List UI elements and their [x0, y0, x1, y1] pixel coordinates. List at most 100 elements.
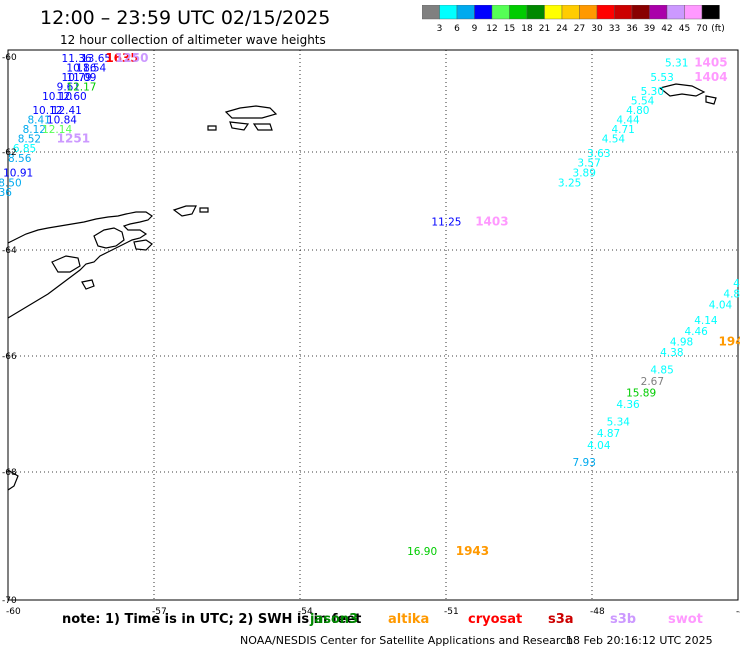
- wave-height-label: 4.36: [616, 399, 640, 411]
- wave-height-label: 4.85: [650, 364, 673, 376]
- longitude-tick-label: -51: [444, 607, 459, 617]
- satellite-cryosat: cryosat: [468, 612, 523, 627]
- south-orkney-island-coast: [658, 83, 706, 97]
- colorbar-tick-label: 24: [556, 24, 568, 34]
- latitude-tick-label: -64: [2, 246, 17, 256]
- wave-height-label: 10.79: [62, 72, 92, 84]
- satellite-altika: altika: [388, 612, 430, 627]
- pass-time-label: 1404: [694, 70, 727, 84]
- king-george-island-coast: [224, 105, 278, 119]
- longitude-tick-label: -48: [590, 607, 605, 617]
- wave-height-label: 10.91: [3, 168, 33, 180]
- latitude-tick-label: -68: [2, 468, 17, 478]
- elephant-island-coast: [229, 121, 250, 131]
- colorbar-tick-label: 27: [574, 24, 585, 34]
- colorbar-tick-label: 9: [472, 24, 478, 34]
- wave-height-label: 8.50: [0, 177, 22, 189]
- wave-height-label: 4.86: [723, 289, 740, 301]
- wave-height-label: 12.41: [52, 105, 82, 117]
- wave-height-label: 12.60: [57, 91, 87, 103]
- pass-time-label: 1405: [694, 56, 727, 70]
- wave-height-label: 4.14: [694, 315, 718, 327]
- wave-height-label: 2.67: [641, 376, 664, 388]
- joinville-island-coast: [93, 227, 125, 249]
- colorbar-tick-label: 45: [679, 24, 690, 34]
- wave-height-label: 11.54: [76, 62, 106, 74]
- colorbar-tick-label: 39: [644, 24, 656, 34]
- page-subtitle: 12 hour collection of altimeter wave hei…: [60, 33, 326, 47]
- latitude-tick-label: -70: [2, 596, 17, 606]
- wave-height-label: 8.56: [8, 153, 32, 165]
- colorbar-unit: (ft): [711, 24, 725, 34]
- latitude-tick-labels: -60 -62 -64 -66 -68 -70: [2, 53, 17, 606]
- wave-height-label: 11.09: [66, 72, 96, 84]
- wave-height-label: 4.80: [626, 105, 649, 117]
- wave-height-label: 5.53: [650, 72, 673, 84]
- wave-height-label: 6.85: [13, 143, 36, 155]
- longitude-tick-label: -57: [152, 607, 167, 617]
- pass-time-label: 1635: [105, 51, 138, 65]
- brabant-island-coast: [199, 207, 209, 213]
- satellite-s3b: s3b: [610, 612, 637, 627]
- colorbar-tick-label: 36: [626, 24, 638, 34]
- colorbar-tick-label: 33: [609, 24, 620, 34]
- wave-height-label: 4.38: [660, 347, 683, 359]
- wave-height-label: 12.17: [66, 81, 96, 93]
- wave-height-label: 4.87: [597, 428, 620, 440]
- wave-height-label: 5.54: [631, 96, 655, 108]
- graticule: [8, 50, 738, 600]
- satellite-s3a: s3a: [548, 612, 574, 627]
- wave-height-label: 13.65: [81, 53, 111, 65]
- credit-line: NOAA/NESDIS Center for Satellite Applica…: [240, 634, 574, 647]
- footer-note: note: 1) Time is in UTC; 2) SWH is in fe…: [62, 612, 362, 627]
- wave-height-label: 12.14: [42, 124, 72, 136]
- wave-height-label: 16.90: [407, 546, 437, 558]
- wave-height-label: 4.04: [709, 299, 733, 311]
- wave-height-labels: 11.3613.6510.8611.5410.7911.099.6112.171…: [0, 53, 740, 558]
- wave-height-label: 9.61: [57, 81, 80, 93]
- satellite-jason3: jason3: [310, 612, 359, 627]
- clarence-island-coast: [207, 125, 217, 131]
- wave-height-label: 10.12: [32, 105, 62, 117]
- wave-height-label: 5.30: [641, 86, 664, 98]
- colorbar-tick-label: 18: [521, 24, 533, 34]
- longitude-tick-label: -54: [298, 607, 313, 617]
- dundee-island-coast: [133, 239, 153, 251]
- seymour-island-coast: [81, 279, 95, 290]
- wave-height-label: 4.98: [670, 336, 693, 348]
- coastline: [7, 83, 717, 491]
- wave-height-label: 4.71: [611, 124, 634, 136]
- wave-height-label: 4.44: [616, 115, 640, 127]
- wave-height-label: 4.54: [602, 134, 626, 146]
- longitude-tick-labels: -60 -57 -54 -51 -48 -45: [6, 607, 740, 617]
- generated-timestamp: 18 Feb 20:16:12 UTC 2025: [566, 634, 713, 647]
- colorbar-tick-label: 12: [486, 24, 497, 34]
- pass-time-label: 1250: [115, 51, 148, 65]
- larsen-coast: [7, 469, 19, 491]
- colorbar-tick-label: 70: [696, 24, 708, 34]
- pass-time-label: 1251: [57, 132, 90, 146]
- wave-height-label: 8.12: [23, 124, 46, 136]
- wave-height-label: 8.41: [27, 115, 50, 127]
- antarctic-peninsula-coast: [7, 211, 153, 319]
- wave-height-label: 4.46: [684, 326, 708, 338]
- wave-height-label: 3.25: [558, 177, 581, 189]
- pass-time-label: 1943: [456, 544, 489, 558]
- wave-height-colorbar: 3 6 9 12 15 18 21 24 27 30 33 36 39 42 45 70 (ft): [422, 5, 725, 34]
- wave-height-label: 15.89: [626, 388, 656, 400]
- wave-height-label: 4.04: [587, 440, 611, 452]
- satellite-swot: swot: [668, 612, 703, 627]
- latitude-tick-label: -60: [2, 53, 17, 63]
- coronation-island-coast: [172, 205, 197, 217]
- wave-height-label: 5.34: [607, 417, 631, 429]
- wave-height-label: 10.86: [66, 62, 96, 74]
- wave-height-label: 10.10: [42, 91, 72, 103]
- pass-time-label: 1942: [719, 334, 740, 348]
- wave-height-label: 4.4: [733, 278, 740, 290]
- longitude-tick-label: -45: [736, 607, 740, 617]
- wave-height-label: 3.57: [577, 158, 600, 170]
- wave-height-label: 11.36: [62, 53, 92, 65]
- latitude-tick-label: -62: [2, 148, 17, 158]
